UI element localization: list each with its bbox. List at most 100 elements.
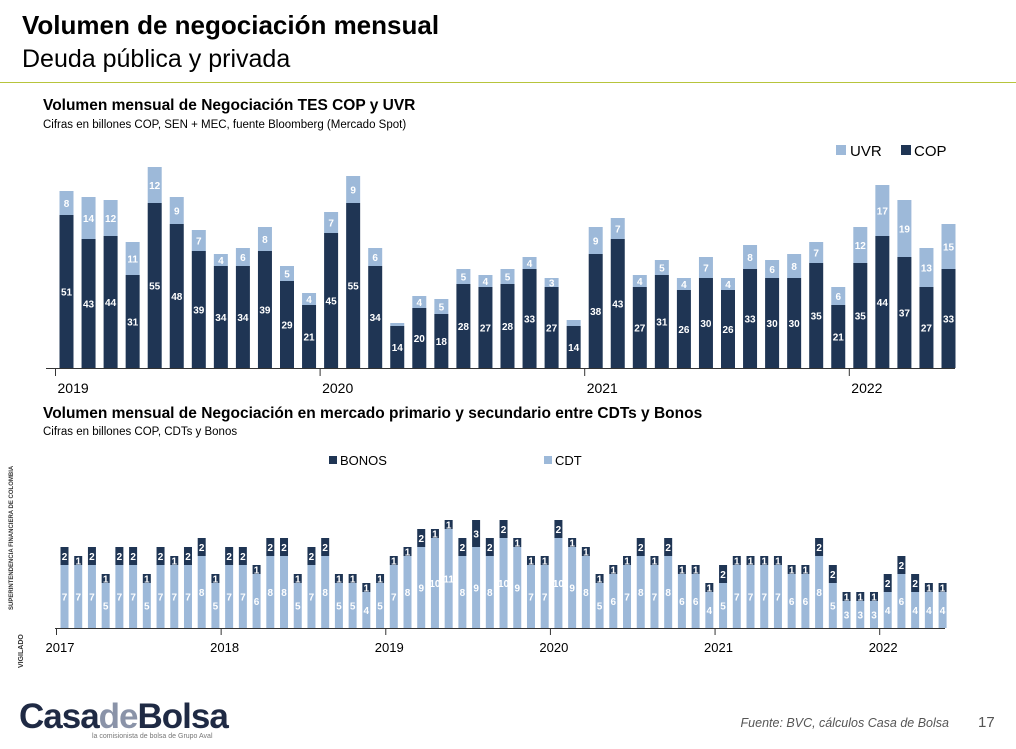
chart1-label-uvr: 14 [83,214,95,225]
chart2-label-bonos: 2 [899,561,905,572]
chart2-bar-cdt [252,574,261,628]
chart1-label-cop: 34 [215,313,227,324]
chart2-bar-cdt [568,547,577,628]
chart2-bar-bonos [828,565,837,583]
chart1-label-uvr: 5 [659,264,665,275]
chart2-bar-cdt [485,556,494,628]
chart1-bar-uvr [81,197,96,239]
chart1-bar-uvr [610,218,625,239]
chart1-label-uvr: 6 [769,265,775,276]
chart2-bar-cdt [321,556,330,628]
chart2-bar-cdt [526,565,535,628]
chart2-bar-cdt [787,574,796,628]
chart2-label-bonos: 1 [857,593,863,604]
chart2-label-cdt: 11 [443,575,454,586]
chart1-bar-uvr [698,257,713,278]
chart2-label-cdt: 5 [295,602,301,613]
chart2-label-bonos: 2 [665,543,671,554]
chart2-legend-swatch-cdt [544,456,552,464]
chart2-label-bonos: 2 [89,552,95,563]
chart1-bar-cop [346,203,361,368]
chart2-label-cdt: 8 [322,588,328,599]
chart2-bar-bonos [183,547,192,565]
chart2-bar-bonos [719,565,728,583]
chart1-bar-cop [588,254,603,368]
chart2-bar-cdt [595,583,604,628]
chart2-bar-bonos [883,574,892,592]
chart2-label-bonos: 1 [405,548,411,559]
chart1-legend-cop: COP [914,143,947,160]
chart2-bar-cdt [74,565,83,628]
chart2-bar-cdt [211,583,220,628]
chart2-bar-bonos [691,565,700,574]
chart2-label-cdt: 8 [460,588,466,599]
chart2-label-cdt: 6 [899,597,905,608]
chart1-bar-uvr [522,257,537,269]
chart2-label-cdt: 7 [652,593,658,604]
chart1-bar-cop [765,278,780,368]
chart2-label-cdt: 7 [542,593,548,604]
chart1-label-uvr: 12 [105,214,117,225]
chart1-legend-swatch-cop [901,145,911,155]
chart2-label-cdt: 8 [268,588,274,599]
chart2-bar-cdt [609,574,618,628]
chart1-label-uvr: 8 [262,235,268,246]
page-number: 17 [978,714,995,731]
chart2-label-bonos: 1 [940,584,946,595]
chart1-label-uvr: 8 [791,262,797,273]
chart2-bar-bonos [430,529,439,538]
chart2-bar-bonos [225,547,234,565]
chart1-label-cop: 51 [61,288,73,299]
chart2-year-label: 2017 [46,640,75,655]
chart1-bar-cop [721,290,735,368]
chart1-bar-uvr [434,299,449,314]
chart2-bar-cdt [238,565,247,628]
chart1-label-cop: 21 [303,333,315,344]
chart2-bar-bonos [499,520,508,538]
chart2-bar-cdt [307,565,316,628]
chart2-label-bonos: 2 [199,543,205,554]
chart2-bar-cdt [417,547,426,628]
chart1-year-label: 2021 [587,380,618,396]
chart2-bar-bonos [211,574,220,583]
logo-part-a: Casa [19,697,100,736]
chart2-label-bonos: 2 [309,552,315,563]
chart2-bar-cdt [540,565,549,628]
chart2-label-cdt: 7 [130,593,136,604]
chart1-label-cop: 44 [105,298,117,309]
chart1-label-cop: 27 [546,324,558,335]
chart2-label-cdt: 5 [213,602,219,613]
chart2-bar-cdt [869,601,878,628]
chart1-label-cop: 34 [237,313,249,324]
chart1-label-cop: 38 [590,307,602,318]
chart1-label-cop: 30 [700,319,712,330]
chart2-label-bonos: 2 [240,552,246,563]
chart1-bar-cop [654,275,669,368]
chart2-bar-bonos [197,538,206,556]
chart1-bar-uvr [235,248,250,266]
chart1-bar-uvr [302,293,317,305]
chart1-bar-uvr [125,242,140,275]
chart2-bar-bonos [568,538,577,547]
chart1-bar-uvr [103,200,118,236]
chart2-bar-cdt [376,583,385,628]
chart1-bar-uvr [941,224,956,269]
chart1-bar-cop [610,239,625,368]
chart2-bar-cdt [773,565,782,628]
chart1-bar-cop [434,314,449,368]
chart2-bar-bonos [705,583,714,592]
chart2-bar-cdt [650,565,659,628]
chart1-label-cop: 29 [281,321,293,332]
chart1-bar-uvr [213,254,228,266]
chart1-bar-cop [831,305,846,368]
chart1-label-cop: 35 [855,312,867,323]
chart1-label-uvr: 4 [637,277,643,288]
chart1-bar-cop [59,215,74,368]
chart2-label-cdt: 5 [597,602,603,613]
chart1-label-cop: 33 [524,315,536,326]
chart2-label-bonos: 2 [226,552,232,563]
chart1-bar-cop [566,326,581,368]
chart2-label-cdt: 5 [830,602,836,613]
chart1-label-cop: 27 [634,324,646,335]
